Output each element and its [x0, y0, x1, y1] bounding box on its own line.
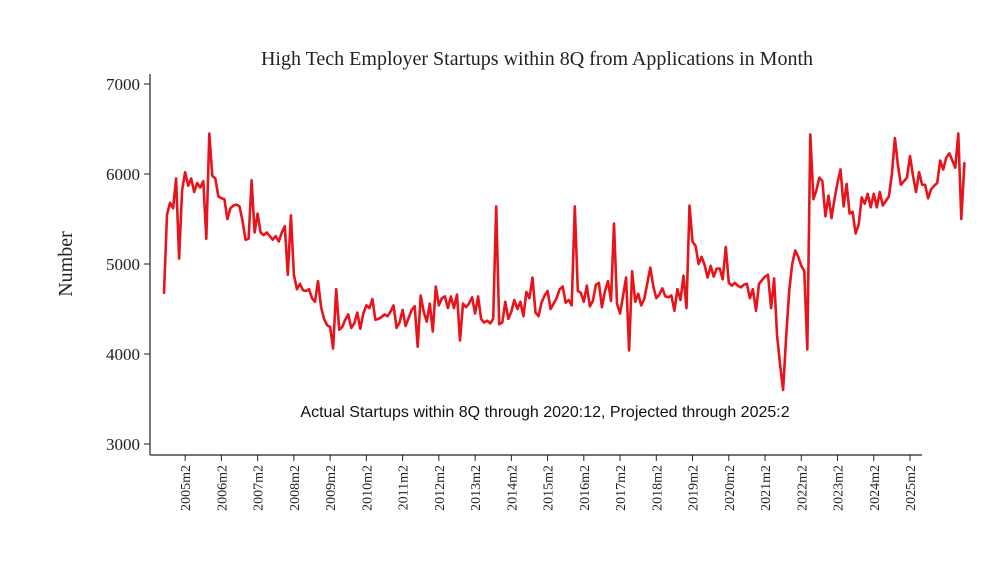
x-tick-label: 2022m2 — [795, 465, 810, 511]
x-tick-label: 2012m2 — [433, 465, 448, 511]
y-axis-label: Number — [55, 231, 77, 297]
x-tick-label: 2025m2 — [904, 465, 919, 511]
x-tick-label: 2007m2 — [252, 465, 267, 511]
y-tick-label: 5000 — [106, 255, 140, 274]
x-tick-label: 2015m2 — [542, 465, 557, 511]
chart-title: High Tech Employer Startups within 8Q fr… — [261, 48, 813, 70]
x-tick-label: 2024m2 — [868, 465, 883, 511]
y-tick-label: 3000 — [106, 435, 140, 454]
y-tick-label: 4000 — [106, 345, 140, 364]
x-axis: 2005m2 2006m2 2007m2 2008m2 2009m2 2010m2 2011… — [150, 454, 922, 511]
x-tick-label: 2005m2 — [179, 465, 194, 511]
x-tick-label: 2019m2 — [687, 465, 702, 511]
x-tick-label: 2008m2 — [288, 465, 303, 511]
x-tick-label: 2013m2 — [469, 465, 484, 511]
x-tick-label: 2006m2 — [215, 465, 230, 511]
y-tick-label: 6000 — [106, 165, 140, 184]
x-tick-label: 2010m2 — [360, 465, 375, 511]
series-line-0 — [162, 132, 966, 392]
x-tick-label: 2021m2 — [759, 465, 774, 511]
series-layer — [162, 132, 966, 392]
y-axis: 3000 4000 5000 6000 7000 — [106, 74, 151, 455]
x-tick-label: 2011m2 — [397, 465, 412, 510]
x-tick-label: 2017m2 — [614, 465, 629, 511]
x-tick-label: 2016m2 — [578, 465, 593, 511]
x-tick-label: 2009m2 — [324, 465, 339, 511]
x-tick-label: 2014m2 — [505, 465, 520, 511]
x-tick-label: 2020m2 — [723, 465, 738, 511]
chart-annotation: Actual Startups within 8Q through 2020:1… — [300, 404, 789, 421]
x-tick-label: 2023m2 — [832, 465, 847, 511]
y-tick-label: 7000 — [106, 75, 140, 94]
x-tick-label: 2018m2 — [650, 465, 665, 511]
